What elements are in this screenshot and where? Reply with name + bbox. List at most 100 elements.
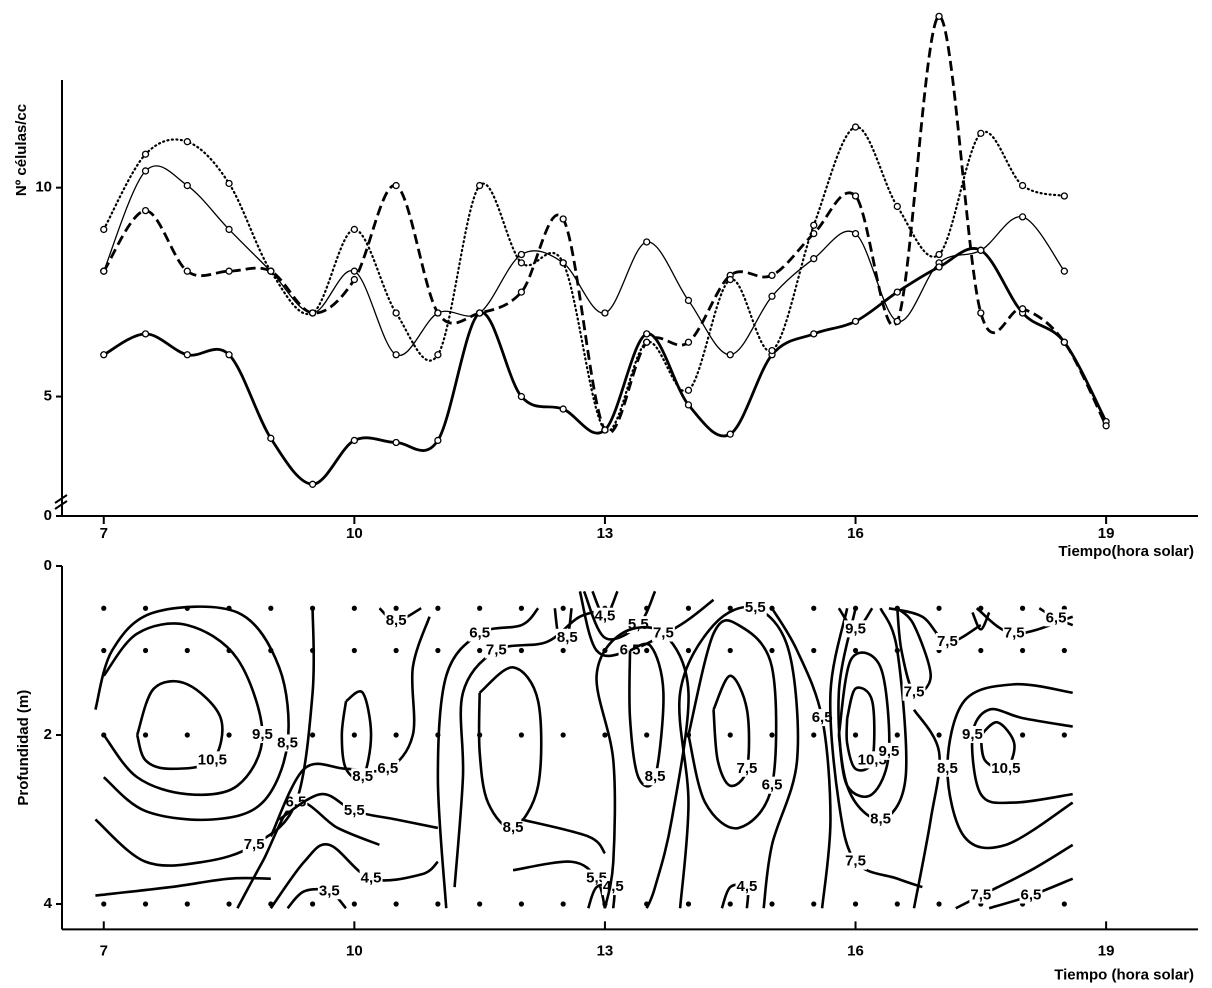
sample-point bbox=[142, 605, 149, 611]
contour-label-bg bbox=[351, 768, 375, 786]
sample-point bbox=[142, 901, 149, 907]
contour-label: 6,5 bbox=[1021, 887, 1042, 904]
sample-point bbox=[560, 901, 566, 907]
data-point bbox=[643, 238, 651, 246]
x-tick-label: 7 bbox=[100, 525, 108, 542]
data-point bbox=[684, 296, 693, 305]
contour-label: 10,5 bbox=[991, 760, 1020, 777]
contour-label-group: 5,5 bbox=[342, 802, 366, 820]
sample-point bbox=[477, 605, 483, 611]
contour-line bbox=[828, 607, 923, 889]
contour-label-bg bbox=[651, 624, 675, 642]
contour-label-group: 5,5 bbox=[743, 599, 767, 617]
sample-point bbox=[685, 605, 692, 611]
data-point bbox=[100, 225, 108, 234]
data-point bbox=[225, 179, 233, 188]
contour-label-group: 6,5 bbox=[760, 776, 784, 794]
data-point bbox=[643, 338, 651, 346]
data-point bbox=[225, 351, 233, 359]
axis-break bbox=[54, 494, 68, 510]
contour-label: 7,5 bbox=[845, 853, 866, 870]
contour-label: 7,5 bbox=[904, 684, 925, 701]
sample-point bbox=[393, 647, 399, 654]
sample-point bbox=[727, 901, 733, 907]
contour-label: 9,5 bbox=[252, 726, 273, 743]
contour-label-bg bbox=[1019, 886, 1043, 904]
data-point bbox=[183, 351, 191, 359]
y-tick-label: 4 bbox=[44, 895, 53, 912]
x-tick-label: 13 bbox=[597, 525, 614, 542]
sample-point bbox=[1019, 732, 1026, 738]
data-point bbox=[935, 250, 943, 259]
sample-point bbox=[477, 901, 483, 907]
sample-point bbox=[811, 647, 817, 654]
contour-label-group: 8,5 bbox=[935, 759, 959, 777]
sample-point bbox=[226, 732, 232, 738]
contour-label-group: 8,5 bbox=[276, 734, 299, 752]
data-point bbox=[350, 225, 359, 234]
sample-point bbox=[184, 901, 190, 907]
data-point bbox=[893, 202, 901, 211]
x-tick-label: 7 bbox=[100, 942, 108, 959]
sample-point bbox=[560, 732, 566, 738]
sample-point bbox=[644, 732, 650, 738]
contour-label: 5,5 bbox=[586, 870, 607, 887]
data-point bbox=[601, 426, 609, 434]
data-point bbox=[517, 259, 526, 267]
contour-label-group: 5,5 bbox=[585, 869, 609, 887]
data-point bbox=[1018, 213, 1027, 221]
sample-point bbox=[518, 732, 525, 738]
contour-label: 4,5 bbox=[361, 870, 382, 887]
contour-label-group: 8,5 bbox=[501, 818, 525, 836]
contour-label-bg bbox=[196, 751, 228, 769]
contour-label-bg bbox=[376, 759, 400, 777]
contour-line bbox=[436, 607, 540, 909]
data-point bbox=[267, 267, 275, 275]
sample-point bbox=[1061, 732, 1067, 738]
data-point bbox=[684, 338, 693, 346]
sample-point bbox=[351, 732, 357, 738]
contour-label: 7,5 bbox=[244, 836, 265, 853]
contour-label: 4,5 bbox=[595, 608, 616, 625]
contour-label-group: 4,5 bbox=[359, 869, 383, 887]
contour-label-bg bbox=[468, 624, 492, 642]
data-point bbox=[308, 309, 317, 317]
contour-line bbox=[269, 843, 439, 909]
contour-label-bg bbox=[844, 852, 867, 870]
sample-point bbox=[142, 732, 149, 738]
contour-label: 8,5 bbox=[277, 734, 298, 751]
data-point bbox=[141, 330, 150, 338]
data-point bbox=[392, 351, 400, 359]
contour-label-bg bbox=[593, 607, 617, 625]
contour-label-group: 8,5 bbox=[555, 628, 579, 646]
data-point bbox=[225, 267, 233, 275]
contour-line bbox=[595, 625, 690, 909]
contour-line bbox=[678, 605, 800, 909]
data-point bbox=[643, 330, 651, 338]
contour-label-bg bbox=[743, 599, 767, 617]
contour-label: 9,5 bbox=[879, 743, 900, 760]
sample-point bbox=[518, 647, 525, 654]
contour-label-bg bbox=[990, 759, 1022, 777]
contour-label: 3,5 bbox=[319, 882, 340, 899]
contour-label: 8,5 bbox=[557, 629, 578, 646]
data-point bbox=[100, 351, 108, 359]
contour-label-group: 10,5 bbox=[990, 759, 1022, 777]
data-point bbox=[183, 138, 191, 146]
contour-label-bg bbox=[317, 882, 341, 900]
sample-point bbox=[978, 647, 984, 654]
contour-label-bg bbox=[935, 759, 959, 777]
data-point bbox=[1060, 192, 1069, 200]
contour-line bbox=[521, 818, 606, 855]
contour-label-bg bbox=[969, 886, 993, 904]
data-point bbox=[267, 434, 275, 442]
sample-point bbox=[852, 901, 859, 907]
data-point bbox=[893, 288, 901, 296]
contour-label-bg bbox=[1044, 609, 1068, 627]
contour-label-bg bbox=[242, 835, 266, 853]
contour-label: 7,5 bbox=[486, 641, 507, 658]
data-point bbox=[517, 392, 526, 401]
contour-label-bg bbox=[284, 793, 308, 811]
data-point bbox=[350, 275, 359, 284]
contour-label: 6,5 bbox=[469, 625, 490, 642]
